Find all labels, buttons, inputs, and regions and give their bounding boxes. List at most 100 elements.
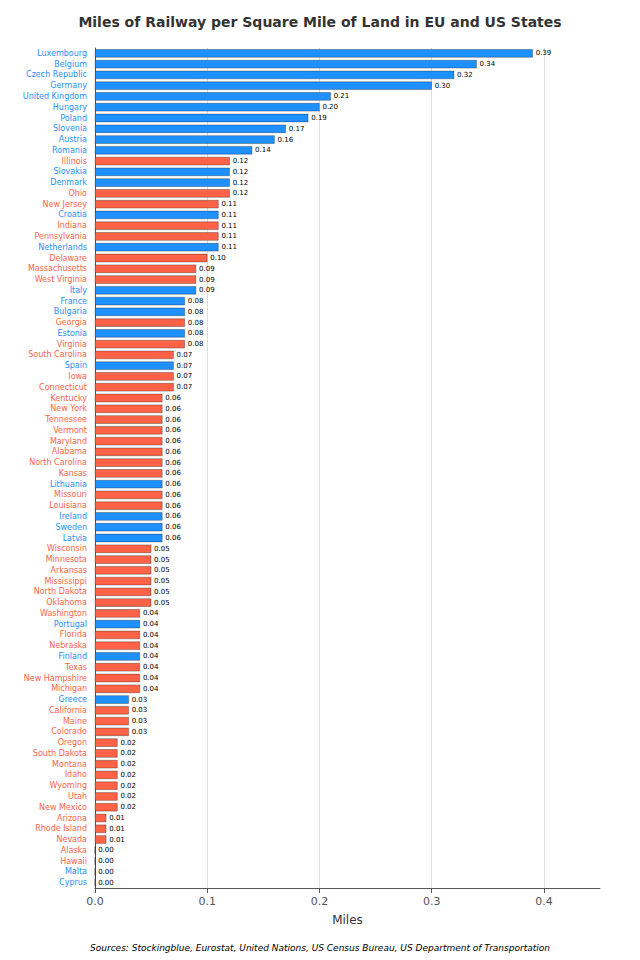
svg-text:Sweden: Sweden bbox=[55, 523, 87, 532]
svg-text:0.30: 0.30 bbox=[435, 82, 451, 90]
svg-text:0.06: 0.06 bbox=[165, 523, 181, 531]
svg-text:North Carolina: North Carolina bbox=[29, 458, 87, 467]
svg-text:0.05: 0.05 bbox=[154, 599, 170, 607]
svg-text:Ireland: Ireland bbox=[59, 512, 87, 521]
svg-text:0.4: 0.4 bbox=[535, 895, 553, 908]
svg-text:Italy: Italy bbox=[70, 286, 88, 295]
svg-text:0.06: 0.06 bbox=[165, 394, 181, 402]
svg-text:0.02: 0.02 bbox=[120, 792, 136, 800]
svg-text:0.06: 0.06 bbox=[165, 448, 181, 456]
svg-text:Spain: Spain bbox=[65, 361, 87, 370]
svg-text:California: California bbox=[49, 706, 87, 715]
svg-text:Pennsylvania: Pennsylvania bbox=[34, 232, 87, 241]
svg-text:Slovakia: Slovakia bbox=[53, 167, 87, 176]
svg-text:0.06: 0.06 bbox=[165, 405, 181, 413]
svg-text:0.03: 0.03 bbox=[132, 728, 148, 736]
svg-text:0.12: 0.12 bbox=[233, 157, 249, 165]
svg-text:0.04: 0.04 bbox=[143, 652, 159, 660]
svg-text:Estonia: Estonia bbox=[58, 329, 88, 338]
svg-text:0.07: 0.07 bbox=[177, 362, 193, 370]
svg-text:0.06: 0.06 bbox=[165, 459, 181, 467]
svg-text:Slovenia: Slovenia bbox=[53, 124, 87, 133]
svg-text:0.02: 0.02 bbox=[120, 803, 136, 811]
svg-text:New Jersey: New Jersey bbox=[43, 200, 88, 209]
svg-text:Maryland: Maryland bbox=[50, 437, 87, 446]
svg-text:0.11: 0.11 bbox=[221, 222, 237, 230]
svg-text:Hawaii: Hawaii bbox=[60, 857, 87, 866]
svg-text:0.04: 0.04 bbox=[143, 642, 159, 650]
svg-text:Wyoming: Wyoming bbox=[49, 781, 87, 790]
svg-text:West Virginia: West Virginia bbox=[35, 275, 87, 284]
svg-text:Arizona: Arizona bbox=[57, 814, 87, 823]
svg-text:Luxembourg: Luxembourg bbox=[37, 49, 87, 58]
svg-text:0.19: 0.19 bbox=[311, 114, 327, 122]
svg-text:0.08: 0.08 bbox=[188, 297, 204, 305]
svg-text:Texas: Texas bbox=[64, 663, 87, 672]
svg-text:0.07: 0.07 bbox=[177, 383, 193, 391]
svg-text:Austria: Austria bbox=[59, 135, 87, 144]
svg-text:0.08: 0.08 bbox=[188, 340, 204, 348]
svg-text:0.06: 0.06 bbox=[165, 502, 181, 510]
svg-text:Minnesota: Minnesota bbox=[46, 555, 87, 564]
svg-text:France: France bbox=[60, 297, 87, 306]
svg-text:0.2: 0.2 bbox=[311, 895, 329, 908]
svg-text:0.16: 0.16 bbox=[278, 136, 294, 144]
svg-text:Indiana: Indiana bbox=[57, 221, 87, 230]
svg-text:Delaware: Delaware bbox=[49, 254, 87, 263]
svg-text:0.11: 0.11 bbox=[221, 243, 237, 251]
svg-text:0.11: 0.11 bbox=[221, 211, 237, 219]
svg-text:Georgia: Georgia bbox=[56, 318, 87, 327]
svg-text:Oregon: Oregon bbox=[58, 738, 87, 747]
svg-text:Tennessee: Tennessee bbox=[44, 415, 87, 424]
svg-text:0.00: 0.00 bbox=[98, 879, 114, 887]
svg-text:Bulgaria: Bulgaria bbox=[54, 307, 87, 316]
svg-text:Miles: Miles bbox=[332, 913, 363, 927]
svg-text:0.1: 0.1 bbox=[198, 895, 216, 908]
svg-text:0.05: 0.05 bbox=[154, 588, 170, 596]
svg-text:0.06: 0.06 bbox=[165, 534, 181, 542]
svg-text:Arkansas: Arkansas bbox=[51, 566, 87, 575]
svg-text:Ohio: Ohio bbox=[69, 189, 88, 198]
svg-text:0.12: 0.12 bbox=[233, 179, 249, 187]
svg-text:0.11: 0.11 bbox=[221, 232, 237, 240]
svg-text:Montana: Montana bbox=[52, 760, 87, 769]
svg-text:0.17: 0.17 bbox=[289, 125, 305, 133]
svg-text:0.00: 0.00 bbox=[98, 846, 114, 854]
svg-text:0.05: 0.05 bbox=[154, 545, 170, 553]
svg-text:0.21: 0.21 bbox=[334, 92, 350, 100]
svg-text:Lithuania: Lithuania bbox=[50, 480, 87, 489]
svg-text:0.06: 0.06 bbox=[165, 437, 181, 445]
svg-text:Sources: Stockingblue, Eurosta: Sources: Stockingblue, Eurostat, United … bbox=[90, 943, 550, 953]
svg-text:Alabama: Alabama bbox=[52, 447, 87, 456]
svg-text:0.04: 0.04 bbox=[143, 674, 159, 682]
svg-text:New Hampshire: New Hampshire bbox=[24, 674, 87, 683]
svg-text:Florida: Florida bbox=[60, 630, 87, 639]
svg-text:0.04: 0.04 bbox=[143, 663, 159, 671]
svg-text:0.12: 0.12 bbox=[233, 189, 249, 197]
svg-text:0.06: 0.06 bbox=[165, 480, 181, 488]
svg-text:0.04: 0.04 bbox=[143, 609, 159, 617]
svg-text:Germany: Germany bbox=[50, 81, 87, 90]
svg-text:Oklahoma: Oklahoma bbox=[46, 598, 87, 607]
svg-text:0.02: 0.02 bbox=[120, 771, 136, 779]
svg-text:Cyprus: Cyprus bbox=[59, 878, 87, 887]
svg-text:0.03: 0.03 bbox=[132, 717, 148, 725]
svg-text:0.03: 0.03 bbox=[132, 706, 148, 714]
svg-text:0.05: 0.05 bbox=[154, 577, 170, 585]
svg-text:Wisconsin: Wisconsin bbox=[47, 544, 87, 553]
svg-text:South Dakota: South Dakota bbox=[33, 749, 87, 758]
svg-text:Illinois: Illinois bbox=[62, 157, 87, 166]
svg-text:0.11: 0.11 bbox=[221, 200, 237, 208]
svg-text:0.02: 0.02 bbox=[120, 760, 136, 768]
svg-text:Louisiana: Louisiana bbox=[49, 501, 87, 510]
svg-text:Massachusetts: Massachusetts bbox=[28, 264, 87, 273]
svg-text:0.03: 0.03 bbox=[132, 696, 148, 704]
svg-text:0.39: 0.39 bbox=[536, 49, 552, 57]
svg-text:0.04: 0.04 bbox=[143, 620, 159, 628]
svg-text:Denmark: Denmark bbox=[50, 178, 87, 187]
svg-text:Colorado: Colorado bbox=[51, 727, 87, 736]
svg-text:Nebraska: Nebraska bbox=[49, 641, 87, 650]
svg-text:0.05: 0.05 bbox=[154, 566, 170, 574]
svg-text:Poland: Poland bbox=[60, 114, 87, 123]
svg-text:0.07: 0.07 bbox=[177, 351, 193, 359]
